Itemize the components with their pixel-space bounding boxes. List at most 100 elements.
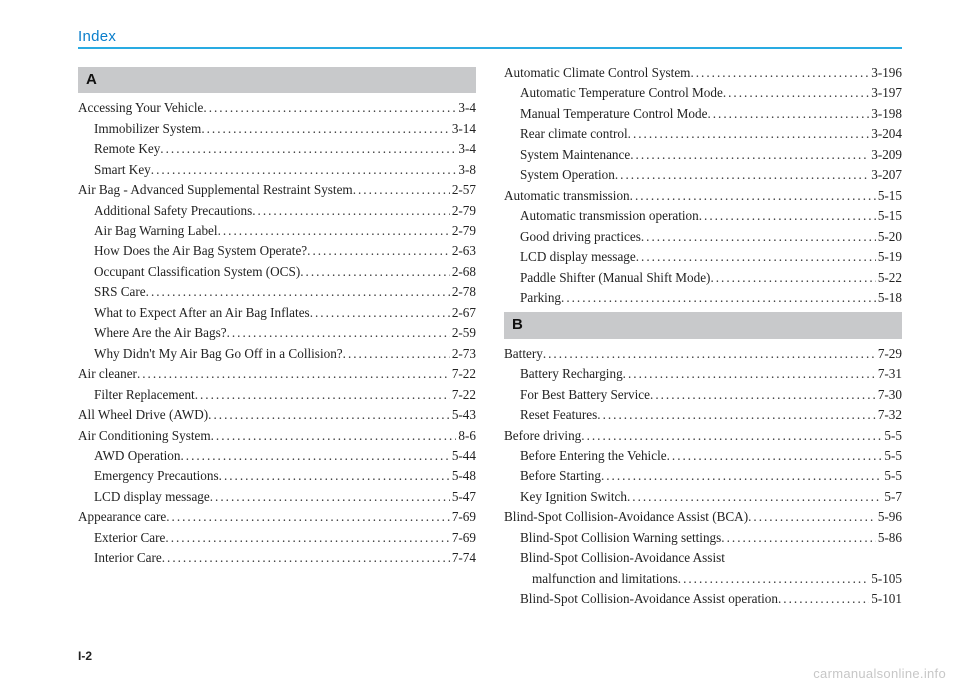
entry-page: 2-68 [450, 262, 476, 282]
entry-label: All Wheel Drive (AWD) [78, 405, 208, 425]
entry-page: 2-63 [450, 241, 476, 261]
index-entry: Appearance care 7-69 [78, 507, 476, 527]
entry-label: Accessing Your Vehicle [78, 98, 203, 118]
entry-page: 3-198 [869, 104, 902, 124]
entry-page: 7-22 [450, 364, 476, 384]
index-entry: Battery 7-29 [504, 344, 902, 364]
leader-dots [210, 487, 450, 507]
entry-page: 5-18 [876, 288, 902, 308]
entry-label: System Operation [520, 165, 615, 185]
index-subentry: For Best Battery Service 7-30 [504, 385, 902, 405]
leader-dots [180, 446, 449, 466]
entry-page: 2-67 [450, 303, 476, 323]
leader-dots [160, 139, 456, 159]
entry-page: 5-20 [876, 227, 902, 247]
leader-dots [778, 589, 869, 609]
entry-label: Automatic transmission operation [520, 206, 699, 226]
entry-label: Battery [504, 344, 543, 364]
leader-dots [166, 507, 450, 527]
index-entry: Air Bag - Advanced Supplemental Restrain… [78, 180, 476, 200]
leader-dots [195, 385, 450, 405]
entry-label: Parking [520, 288, 561, 308]
header-rule [78, 47, 902, 49]
leader-dots [630, 145, 869, 165]
entry-label: AWD Operation [94, 446, 180, 466]
leader-dots [252, 201, 450, 221]
entry-page: 3-14 [450, 119, 476, 139]
index-entry: Automatic transmission 5-15 [504, 186, 902, 206]
leader-dots [723, 83, 869, 103]
entry-label: What to Expect After an Air Bag Inflates [94, 303, 310, 323]
leader-dots [667, 446, 883, 466]
entry-page: 3-4 [456, 98, 476, 118]
entry-label: malfunction and limitations [532, 569, 678, 589]
index-subentry: Paddle Shifter (Manual Shift Mode) 5-22 [504, 268, 902, 288]
index-subentry: Interior Care 7-74 [78, 548, 476, 568]
entry-page: 7-69 [450, 507, 476, 527]
index-subentry: Reset Features 7-32 [504, 405, 902, 425]
entry-label: Filter Replacement [94, 385, 195, 405]
entry-page: 2-78 [450, 282, 476, 302]
index-subentry: What to Expect After an Air Bag Inflates… [78, 303, 476, 323]
leader-dots [615, 165, 869, 185]
entry-label: Before Entering the Vehicle [520, 446, 667, 466]
entry-page: 5-47 [450, 487, 476, 507]
entry-page: 5-15 [876, 206, 902, 226]
entry-label: Automatic transmission [504, 186, 630, 206]
entry-label: System Maintenance [520, 145, 630, 165]
entry-label: Reset Features [520, 405, 597, 425]
index-subentry: Rear climate control 3-204 [504, 124, 902, 144]
index-subentry: Before Starting 5-5 [504, 466, 902, 486]
entry-label: Occupant Classification System (OCS) [94, 262, 300, 282]
index-subentry: Key Ignition Switch 5-7 [504, 487, 902, 507]
entry-page: 7-69 [450, 528, 476, 548]
entry-label: LCD display message [94, 487, 210, 507]
leader-dots [227, 323, 450, 343]
index-subentry: How Does the Air Bag System Operate? 2-6… [78, 241, 476, 261]
leader-dots [597, 405, 876, 425]
entry-page: 3-207 [869, 165, 902, 185]
leader-dots [623, 364, 876, 384]
leader-dots [636, 247, 876, 267]
index-subentry: Immobilizer System 3-14 [78, 119, 476, 139]
letter-a: A [86, 68, 97, 91]
entry-label: Additional Safety Precautions [94, 201, 252, 221]
entry-label: Appearance care [78, 507, 166, 527]
entry-page: 5-86 [876, 528, 902, 548]
index-subentry: AWD Operation5-44 [78, 446, 476, 466]
leader-dots [211, 426, 457, 446]
entry-page: 5-101 [869, 589, 902, 609]
leader-dots [137, 364, 450, 384]
entry-page: 7-74 [450, 548, 476, 568]
leader-dots [151, 160, 457, 180]
leader-dots [561, 288, 876, 308]
index-subentry: Remote Key 3-4 [78, 139, 476, 159]
entry-page: 5-22 [876, 268, 902, 288]
entry-label: Automatic Temperature Control Mode [520, 83, 723, 103]
right-column: Automatic Climate Control System 3-196 A… [504, 63, 902, 610]
leader-dots [628, 124, 870, 144]
leader-dots [219, 466, 450, 486]
left-column: A Accessing Your Vehicle 3-4 Immobilizer… [78, 63, 476, 610]
leader-dots [627, 487, 882, 507]
entry-label: For Best Battery Service [520, 385, 650, 405]
leader-dots [165, 528, 449, 548]
index-subentry: System Operation 3-207 [504, 165, 902, 185]
leader-dots [641, 227, 876, 247]
leader-dots [721, 528, 876, 548]
entry-page: 2-79 [450, 201, 476, 221]
entry-page: 5-19 [876, 247, 902, 267]
index-subentry: Battery Recharging 7-31 [504, 364, 902, 384]
entry-page: 3-8 [456, 160, 476, 180]
leader-dots [748, 507, 876, 527]
index-subentry: Automatic Temperature Control Mode 3-197 [504, 83, 902, 103]
index-subentry: Blind-Spot Collision-Avoidance Assist [504, 548, 902, 568]
entry-label: Paddle Shifter (Manual Shift Mode) [520, 268, 710, 288]
entry-page: 7-22 [450, 385, 476, 405]
entry-page: 5-5 [882, 446, 902, 466]
letter-b: B [512, 313, 523, 336]
leader-dots [353, 180, 450, 200]
entry-label: Key Ignition Switch [520, 487, 627, 507]
leader-dots [203, 98, 456, 118]
entry-page: 3-197 [869, 83, 902, 103]
